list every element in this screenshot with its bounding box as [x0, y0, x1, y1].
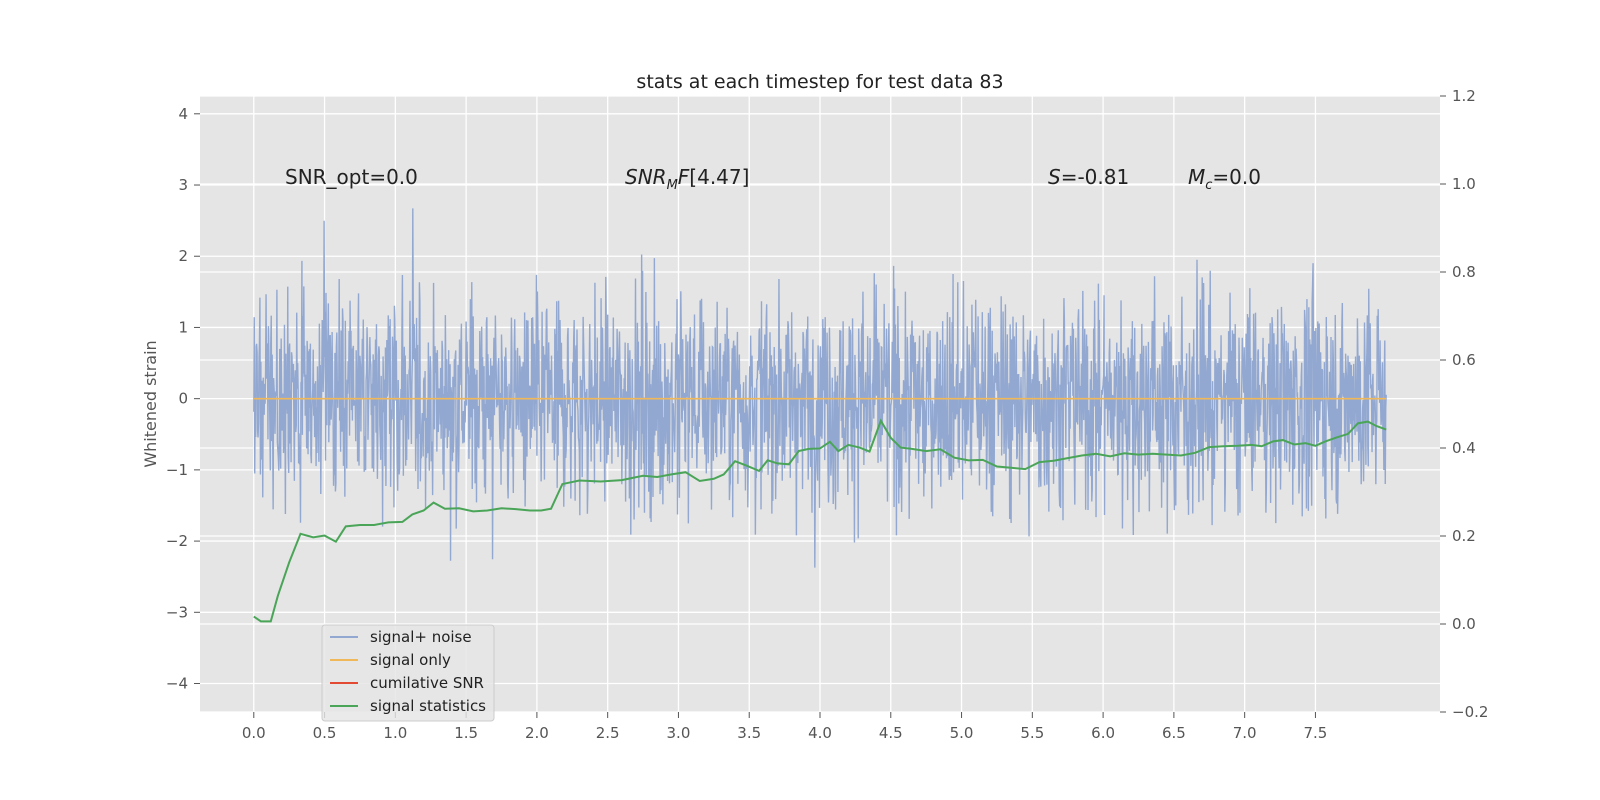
legend-label: signal only [370, 651, 451, 669]
legend: signal+ noise signal only cumilative SNR si… [321, 624, 495, 722]
y-tick-label: −1 [166, 461, 188, 479]
legend-label: signal statistics [370, 697, 486, 715]
legend-label: signal+ noise [370, 628, 472, 646]
x-tick-label: 5.5 [1020, 724, 1044, 742]
x-tick-label: 2.0 [525, 724, 549, 742]
annotation-snr-opt: SNR_opt=0.0 [285, 165, 418, 189]
y-axis-right: 1.2 1.0 0.8 0.6 0.4 0.2 0.0 −0.2 [1440, 87, 1488, 721]
x-tick-label: 4.0 [808, 724, 832, 742]
x-tick-label: 3.5 [737, 724, 761, 742]
signal-statistics-line [253, 418, 1387, 623]
y2-tick-label: 0.2 [1452, 527, 1476, 545]
y-tick-label: −2 [166, 532, 188, 550]
x-tick-label: 2.5 [596, 724, 620, 742]
x-tick-label: 0.0 [242, 724, 266, 742]
chart-title: stats at each timestep for test data 83 [636, 71, 1003, 93]
x-tick-label: 1.5 [454, 724, 478, 742]
x-tick-label: 0.5 [313, 724, 337, 742]
x-tick-label: 6.0 [1091, 724, 1115, 742]
signal-statistics-series [253, 418, 1387, 623]
signal-noise-line [253, 208, 1387, 568]
y-tick-label: −4 [166, 675, 188, 693]
annotation-mc: Mc=0.0 [1188, 165, 1261, 193]
annotation-snr-mf-value: [4.47] [689, 165, 749, 189]
legend-box [321, 624, 495, 722]
x-tick-label: 5.0 [950, 724, 974, 742]
signal-noise-series [253, 208, 1387, 568]
y-tick-label: 2 [178, 247, 188, 265]
annotation-mc-value: =0.0 [1212, 165, 1261, 189]
y-axis-left: 4 3 2 1 0 −1 −2 −3 −4 [166, 105, 200, 693]
x-tick-label: 7.5 [1304, 724, 1328, 742]
y-tick-label: 3 [178, 176, 188, 194]
y2-tick-label: 0.0 [1452, 615, 1476, 633]
y-axis-label: Whitened strain [141, 340, 160, 467]
y-tick-label: 1 [178, 318, 188, 336]
y2-tick-label: −0.2 [1452, 703, 1488, 721]
annotation-s-value: =-0.81 [1061, 165, 1130, 189]
x-tick-label: 1.0 [383, 724, 407, 742]
y-tick-label: −3 [166, 603, 188, 621]
x-tick-label: 3.0 [667, 724, 691, 742]
annotation-snr-mf: SNRMF[4.47] [625, 165, 749, 193]
x-tick-label: 7.0 [1233, 724, 1257, 742]
x-axis: 0.0 0.5 1.0 1.5 2.0 2.5 3.0 3.5 4.0 4.5 5.0 5.5 6.0 6… [242, 712, 1328, 742]
y2-tick-label: 0.4 [1452, 439, 1476, 457]
y-tick-label: 0 [178, 390, 188, 408]
x-tick-label: 4.5 [879, 724, 903, 742]
y2-tick-label: 1.2 [1452, 87, 1476, 105]
y2-tick-label: 0.6 [1452, 351, 1476, 369]
annotation-s: S=-0.81 [1048, 165, 1129, 189]
legend-label: cumilative SNR [370, 674, 484, 692]
y2-tick-label: 1.0 [1452, 175, 1476, 193]
x-tick-label: 6.5 [1162, 724, 1186, 742]
y-tick-label: 4 [178, 105, 188, 123]
y2-tick-label: 0.8 [1452, 263, 1476, 281]
